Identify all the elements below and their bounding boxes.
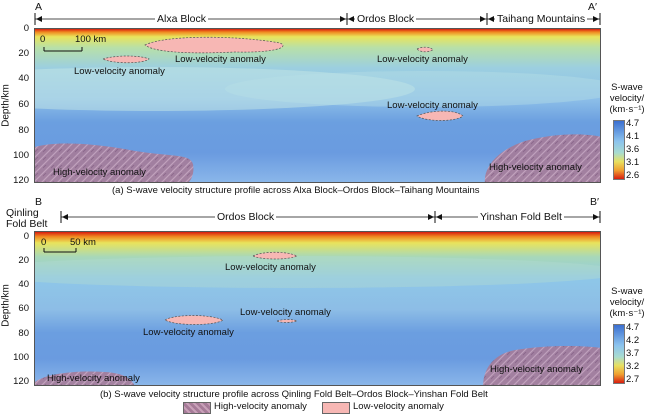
y-tick: 120 [13, 376, 29, 387]
scale-label: 50 km [70, 237, 96, 248]
colorbar-gradient [613, 120, 625, 180]
endpoint-b: B [35, 196, 43, 208]
region-label: Yinshan Fold Belt [478, 211, 564, 223]
low-velocity-anomaly-shape [416, 46, 434, 53]
y-axis-label: Depth/km [0, 84, 12, 127]
y-tick: 20 [18, 48, 29, 59]
colorbar-tick: 4.7 [626, 322, 640, 333]
anomaly-label: Low-velocity anomaly [387, 100, 478, 111]
colorbar-tick: 2.7 [626, 374, 640, 385]
anomaly-label: High-velocity anomaly [489, 162, 582, 173]
anomaly-label: Low-velocity anomaly [143, 327, 234, 338]
colorbar-gradient [613, 324, 625, 384]
high-velocity-anomaly-shape [484, 134, 600, 182]
y-tick: 60 [18, 303, 29, 314]
region-label: Alxa Block [155, 13, 209, 25]
y-tick: 80 [18, 328, 29, 339]
y-tick: 80 [18, 125, 29, 136]
region-label: Ordos Block [355, 13, 417, 25]
y-tick: 20 [18, 255, 29, 266]
velocity-profile-b: 0 50 km Low-velocity anomaly Low-velocit… [34, 231, 601, 386]
colorbar-b: S-wave velocity/ (km·s⁻¹) 4.7 4.2 3.7 3.… [602, 286, 650, 385]
y-tick: 60 [18, 99, 29, 110]
scale-zero: 0 [40, 34, 46, 45]
anomaly-label: Low-velocity anomaly [377, 54, 468, 65]
y-tick: 100 [13, 352, 29, 363]
colorbar-tick: 4.1 [626, 131, 640, 142]
legend-low-label: Low-velocity anomaly [353, 401, 444, 412]
y-axis-a: 0 20 40 60 80 100 120 [9, 23, 33, 186]
anomaly-label: Low-velocity anomaly [240, 307, 331, 318]
legend: High-velocity anomaly Low-velocity anoma… [180, 401, 480, 414]
anomaly-label: Low-velocity anomaly [74, 66, 165, 77]
caption-a: (a) S-wave velocity structure profile ac… [112, 185, 480, 196]
high-velocity-anomaly-shape [483, 345, 600, 385]
low-velocity-anomaly-shape [102, 55, 150, 64]
endpoint-a: A [35, 1, 43, 13]
legend-high-label: High-velocity anomaly [214, 401, 307, 412]
caption-b: (b) S-wave velocity structure profile ac… [100, 389, 488, 400]
y-tick: 40 [18, 279, 29, 290]
colorbar-a: S-wave velocity/ (km·s⁻¹) 4.7 4.1 3.6 3.… [602, 82, 650, 181]
low-velocity-swatch [322, 402, 350, 414]
anomaly-label: High-velocity anomaly [490, 364, 583, 375]
endpoint-b-prime: B′ [590, 196, 599, 208]
low-velocity-anomaly-shape [144, 36, 284, 54]
colorbar-title: S-wave velocity/ (km·s⁻¹) [609, 82, 645, 115]
colorbar-tick: 2.6 [626, 170, 640, 181]
velocity-profile-a: 0 100 km Low-velocity anomaly Low-veloci… [34, 28, 601, 183]
anomaly-label: Low-velocity anomaly [225, 262, 316, 273]
low-velocity-anomaly-shape [252, 251, 298, 260]
low-velocity-anomaly-shape [276, 319, 298, 323]
region-label-qinling: Qinling Fold Belt [6, 207, 48, 230]
low-velocity-anomaly-shape [416, 110, 464, 121]
y-tick: 40 [18, 73, 29, 84]
y-axis-b: 0 20 40 60 80 100 120 [9, 231, 33, 387]
colorbar-tick: 3.1 [626, 157, 640, 168]
y-tick: 0 [23, 231, 29, 242]
high-velocity-swatch [183, 402, 211, 414]
high-velocity-anomaly-shape [35, 143, 194, 182]
scale-label: 100 km [75, 34, 107, 45]
y-tick: 100 [13, 150, 29, 161]
low-velocity-anomaly-shape [164, 315, 224, 325]
y-tick: 0 [23, 23, 29, 34]
y-axis-label: Depth/km [0, 284, 12, 327]
scale-zero: 0 [41, 237, 47, 248]
anomaly-label: High-velocity anomaly [47, 373, 140, 384]
anomaly-label: Low-velocity anomaly [175, 54, 266, 65]
y-tick: 120 [13, 175, 29, 186]
high-velocity-anomaly-shape [35, 371, 135, 385]
endpoint-a-prime: A′ [588, 1, 597, 13]
region-label: Taihang Mountains [495, 13, 588, 25]
colorbar-tick: 4.2 [626, 335, 640, 346]
colorbar-tick: 3.2 [626, 361, 640, 372]
colorbar-tick: 3.7 [626, 348, 640, 359]
colorbar-tick: 3.6 [626, 144, 640, 155]
colorbar-title: S-wave velocity/ (km·s⁻¹) [609, 286, 645, 319]
colorbar-tick: 4.7 [626, 118, 640, 129]
region-label: Ordos Block [215, 211, 277, 223]
anomaly-label: High-velocity anomaly [53, 167, 146, 178]
